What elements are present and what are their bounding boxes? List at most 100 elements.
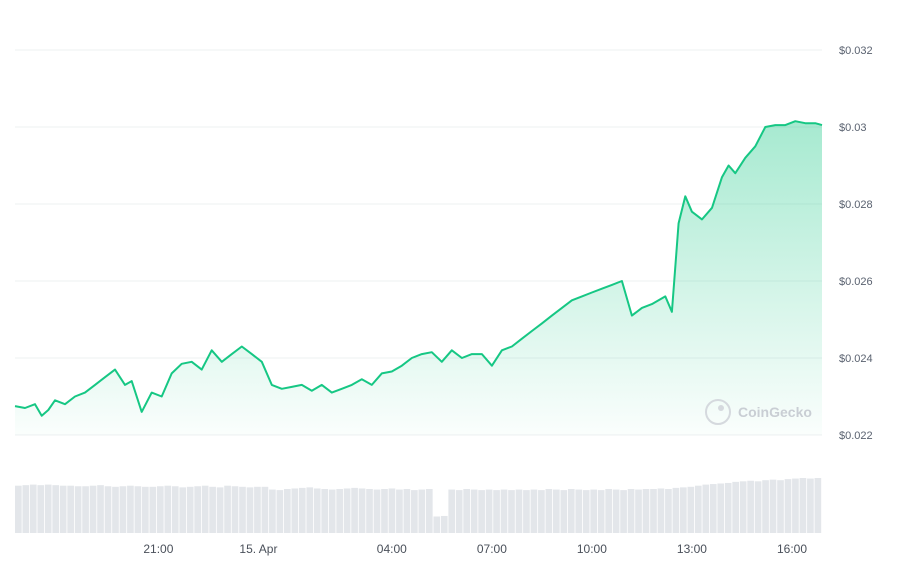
volume-bar [411,490,418,533]
volume-bar [15,485,22,533]
price-area [15,121,822,435]
x-tick-label: 13:00 [677,542,707,556]
volume-bar [545,489,553,533]
volume-bar [440,515,448,533]
volume-bar [582,490,590,533]
volume-bar [142,486,149,533]
volume-bar [448,489,456,533]
volume-bar [59,485,67,533]
volume-bar [485,489,493,533]
volume-bar [231,486,239,533]
volume-bar [597,490,605,533]
coingecko-watermark: CoinGecko [705,399,812,425]
volume-bar [22,485,30,533]
volume-bar [156,486,164,533]
volume-bar [343,488,351,533]
volume-bar [567,489,575,533]
volume-bar [216,487,224,533]
volume-bar [672,487,680,533]
volume-bar [425,489,433,533]
volume-bar [500,489,508,533]
volume-bar [171,486,179,533]
volume-bar [418,489,426,533]
volume-bar [590,489,598,533]
y-tick-label: $0.022 [839,430,873,442]
volume-bar [508,490,515,533]
volume-bar [186,486,194,533]
volume-bar [769,479,777,533]
volume-bar [709,484,717,533]
volume-bar [29,484,37,533]
volume-bar [104,486,112,533]
volume-bar [455,490,463,533]
volume-bar [254,486,261,533]
volume-bars [15,478,822,533]
volume-bar [560,490,568,533]
volume-bar [620,490,627,533]
volume-bar [67,485,74,533]
price-series-line [14,120,823,417]
volume-bar [396,489,403,533]
volume-bar [246,487,254,533]
volume-bar [433,516,441,533]
volume-bar [642,489,650,533]
x-axis-ticks: 21:00 15. Apr 04:00 07:00 10:00 13:00 16:00 [143,542,807,556]
volume-bar [328,489,336,533]
volume-bar [298,487,306,533]
volume-bar [149,486,157,533]
volume-bar [463,489,470,533]
volume-bar [164,485,172,533]
y-tick-label: $0.028 [839,199,873,211]
watermark-text: CoinGecko [738,404,812,420]
volume-bar [784,479,792,533]
volume-bar [747,480,754,533]
volume-bar [605,489,612,533]
volume-bar [523,490,530,533]
volume-bar [792,478,799,533]
volume-bar [269,489,276,533]
volume-bar [284,489,291,533]
x-tick-label: 16:00 [777,542,807,556]
y-tick-label: $0.03 [839,122,867,134]
volume-bar [403,489,411,533]
volume-bar [627,489,635,533]
price-line [14,120,823,417]
volume-bar [538,490,545,533]
volume-bar [112,486,119,533]
volume-bar [687,486,695,533]
volume-bar [530,489,538,533]
volume-bar [553,489,560,533]
volume-bar [179,487,187,533]
x-tick-label: 21:00 [143,542,173,556]
volume-bar [209,486,216,533]
volume-bar [657,488,665,533]
volume-bar [321,489,329,533]
volume-bar [388,488,396,533]
y-tick-label: $0.032 [839,45,873,57]
volume-bar [724,482,732,533]
volume-bar [762,480,769,533]
volume-bar [52,485,60,533]
volume-bar [373,489,381,533]
y-tick-label: $0.024 [839,353,873,365]
volume-bar [381,489,388,533]
volume-bar [680,487,687,533]
volume-bar [306,487,314,533]
volume-bar [650,489,657,533]
volume-bar [575,489,583,533]
y-tick-label: $0.026 [839,276,873,288]
coingecko-logo-icon [705,399,731,425]
volume-bar [739,481,747,533]
volume-bar [261,486,269,533]
volume-bar [336,489,343,533]
volume-bar [470,489,478,533]
volume-bar [478,490,485,533]
volume-bar [37,485,45,533]
y-axis-ticks: $0.022 $0.024 $0.026 $0.028 $0.03 $0.032 [839,45,873,442]
volume-bar [515,489,523,533]
x-tick-label: 04:00 [377,542,407,556]
x-tick-label: 10:00 [577,542,607,556]
volume-bar [291,488,299,533]
volume-bar [44,484,52,533]
